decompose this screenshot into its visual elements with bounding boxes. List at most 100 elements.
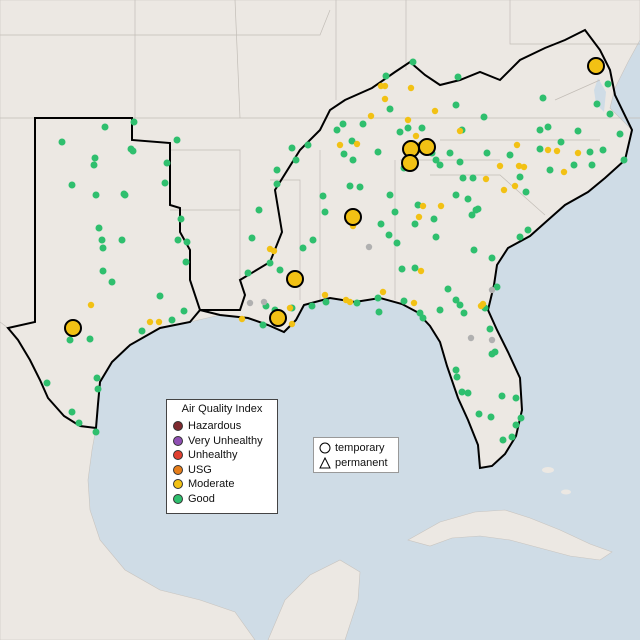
good-monitor[interactable] bbox=[288, 144, 296, 152]
good-monitor[interactable] bbox=[616, 130, 624, 138]
moderate-monitor[interactable] bbox=[266, 245, 274, 253]
good-monitor[interactable] bbox=[273, 180, 281, 188]
large-moderate-monitor[interactable] bbox=[418, 138, 436, 156]
good-monitor[interactable] bbox=[276, 266, 284, 274]
moderate-monitor[interactable] bbox=[381, 82, 389, 90]
good-monitor[interactable] bbox=[557, 138, 565, 146]
good-monitor[interactable] bbox=[456, 301, 464, 309]
good-monitor[interactable] bbox=[75, 419, 83, 427]
moderate-monitor[interactable] bbox=[342, 296, 350, 304]
good-monitor[interactable] bbox=[244, 269, 252, 277]
good-monitor[interactable] bbox=[452, 101, 460, 109]
good-monitor[interactable] bbox=[544, 123, 552, 131]
large-moderate-monitor[interactable] bbox=[269, 309, 287, 327]
moderate-monitor[interactable] bbox=[286, 304, 294, 312]
good-monitor[interactable] bbox=[468, 211, 476, 219]
good-monitor[interactable] bbox=[129, 147, 137, 155]
good-monitor[interactable] bbox=[393, 239, 401, 247]
good-monitor[interactable] bbox=[161, 179, 169, 187]
moderate-monitor[interactable] bbox=[321, 291, 329, 299]
good-monitor[interactable] bbox=[90, 161, 98, 169]
moderate-monitor[interactable] bbox=[456, 127, 464, 135]
good-monitor[interactable] bbox=[92, 428, 100, 436]
good-monitor[interactable] bbox=[454, 73, 462, 81]
good-monitor[interactable] bbox=[374, 148, 382, 156]
large-moderate-monitor[interactable] bbox=[344, 208, 362, 226]
moderate-monitor[interactable] bbox=[336, 141, 344, 149]
good-monitor[interactable] bbox=[255, 206, 263, 214]
good-monitor[interactable] bbox=[512, 394, 520, 402]
moderate-monitor[interactable] bbox=[412, 132, 420, 140]
good-monitor[interactable] bbox=[452, 296, 460, 304]
good-monitor[interactable] bbox=[340, 150, 348, 158]
nodata-monitor[interactable] bbox=[260, 298, 268, 306]
good-monitor[interactable] bbox=[398, 265, 406, 273]
good-monitor[interactable] bbox=[436, 306, 444, 314]
nodata-monitor[interactable] bbox=[467, 334, 475, 342]
good-monitor[interactable] bbox=[588, 161, 596, 169]
good-monitor[interactable] bbox=[374, 294, 382, 302]
good-monitor[interactable] bbox=[177, 215, 185, 223]
good-monitor[interactable] bbox=[404, 124, 412, 132]
good-monitor[interactable] bbox=[604, 80, 612, 88]
good-monitor[interactable] bbox=[546, 166, 554, 174]
good-monitor[interactable] bbox=[349, 156, 357, 164]
good-monitor[interactable] bbox=[259, 321, 267, 329]
good-monitor[interactable] bbox=[180, 307, 188, 315]
good-monitor[interactable] bbox=[483, 149, 491, 157]
good-monitor[interactable] bbox=[516, 233, 524, 241]
good-monitor[interactable] bbox=[606, 110, 614, 118]
good-monitor[interactable] bbox=[453, 373, 461, 381]
good-monitor[interactable] bbox=[391, 208, 399, 216]
good-monitor[interactable] bbox=[309, 236, 317, 244]
good-monitor[interactable] bbox=[266, 259, 274, 267]
moderate-monitor[interactable] bbox=[146, 318, 154, 326]
good-monitor[interactable] bbox=[386, 105, 394, 113]
good-monitor[interactable] bbox=[339, 120, 347, 128]
good-monitor[interactable] bbox=[101, 123, 109, 131]
good-monitor[interactable] bbox=[299, 244, 307, 252]
good-monitor[interactable] bbox=[348, 137, 356, 145]
good-monitor[interactable] bbox=[377, 220, 385, 228]
good-monitor[interactable] bbox=[464, 195, 472, 203]
good-monitor[interactable] bbox=[464, 389, 472, 397]
good-monitor[interactable] bbox=[322, 298, 330, 306]
moderate-monitor[interactable] bbox=[238, 315, 246, 323]
good-monitor[interactable] bbox=[99, 267, 107, 275]
good-monitor[interactable] bbox=[375, 308, 383, 316]
good-monitor[interactable] bbox=[414, 201, 422, 209]
good-monitor[interactable] bbox=[512, 421, 520, 429]
good-monitor[interactable] bbox=[43, 379, 51, 387]
good-monitor[interactable] bbox=[599, 146, 607, 154]
good-monitor[interactable] bbox=[499, 436, 507, 444]
good-monitor[interactable] bbox=[488, 254, 496, 262]
moderate-monitor[interactable] bbox=[515, 162, 523, 170]
moderate-monitor[interactable] bbox=[574, 149, 582, 157]
large-moderate-monitor[interactable] bbox=[64, 319, 82, 337]
good-monitor[interactable] bbox=[108, 278, 116, 286]
good-monitor[interactable] bbox=[58, 138, 66, 146]
good-monitor[interactable] bbox=[506, 151, 514, 159]
moderate-monitor[interactable] bbox=[404, 116, 412, 124]
good-monitor[interactable] bbox=[411, 220, 419, 228]
good-monitor[interactable] bbox=[411, 264, 419, 272]
large-moderate-monitor[interactable] bbox=[587, 57, 605, 75]
good-monitor[interactable] bbox=[319, 192, 327, 200]
moderate-monitor[interactable] bbox=[496, 162, 504, 170]
good-monitor[interactable] bbox=[66, 336, 74, 344]
moderate-monitor[interactable] bbox=[367, 112, 375, 120]
good-monitor[interactable] bbox=[574, 127, 582, 135]
good-monitor[interactable] bbox=[472, 206, 480, 214]
good-monitor[interactable] bbox=[488, 350, 496, 358]
good-monitor[interactable] bbox=[522, 188, 530, 196]
good-monitor[interactable] bbox=[517, 414, 525, 422]
good-monitor[interactable] bbox=[452, 191, 460, 199]
moderate-monitor[interactable] bbox=[419, 202, 427, 210]
moderate-monitor[interactable] bbox=[560, 168, 568, 176]
good-monitor[interactable] bbox=[475, 410, 483, 418]
good-monitor[interactable] bbox=[92, 191, 100, 199]
good-monitor[interactable] bbox=[508, 433, 516, 441]
good-monitor[interactable] bbox=[493, 283, 501, 291]
moderate-monitor[interactable] bbox=[477, 302, 485, 310]
